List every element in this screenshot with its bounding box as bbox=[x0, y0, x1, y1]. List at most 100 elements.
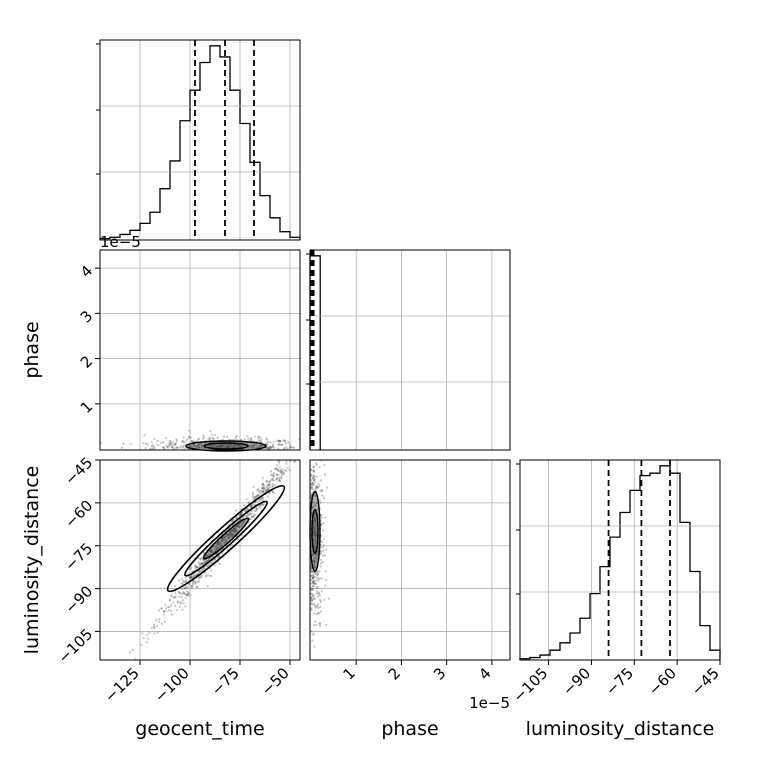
sample-point bbox=[258, 505, 261, 508]
sample-point bbox=[215, 445, 218, 448]
sample-point bbox=[231, 532, 234, 535]
sample-point bbox=[249, 438, 252, 441]
sample-point bbox=[312, 560, 315, 563]
sample-point bbox=[162, 441, 165, 444]
sample-point bbox=[207, 558, 210, 561]
sample-point bbox=[312, 474, 315, 477]
sample-point bbox=[237, 525, 240, 528]
sample-point bbox=[185, 576, 188, 579]
sample-point bbox=[279, 471, 282, 474]
sample-point bbox=[289, 445, 292, 448]
sample-point bbox=[240, 438, 243, 441]
sample-point bbox=[327, 597, 331, 600]
sample-point bbox=[147, 637, 150, 640]
sample-point bbox=[212, 545, 215, 548]
sample-point bbox=[160, 606, 163, 610]
sample-point bbox=[156, 439, 159, 443]
sample-point bbox=[313, 565, 316, 568]
sample-point bbox=[277, 447, 280, 450]
sample-point bbox=[210, 574, 213, 578]
sample-point bbox=[174, 442, 178, 445]
sample-point bbox=[312, 530, 315, 534]
sample-point bbox=[235, 443, 238, 446]
sample-point bbox=[253, 513, 256, 516]
sample-point bbox=[160, 607, 163, 610]
sample-point bbox=[280, 443, 283, 446]
sample-point bbox=[278, 440, 282, 443]
panel-frame bbox=[309, 249, 511, 451]
sample-point bbox=[313, 479, 316, 482]
sample-point bbox=[278, 479, 281, 482]
sample-point bbox=[172, 601, 175, 604]
sample-point bbox=[187, 593, 190, 596]
sample-point bbox=[284, 442, 288, 445]
sample-point bbox=[283, 469, 286, 472]
sample-point bbox=[312, 500, 315, 504]
sample-point bbox=[182, 591, 185, 594]
sample-point bbox=[231, 534, 234, 537]
x-tick-label: −60 bbox=[645, 664, 680, 699]
sample-point bbox=[222, 536, 226, 539]
sample-point bbox=[196, 565, 199, 569]
sample-point bbox=[216, 542, 219, 545]
sample-point bbox=[312, 531, 316, 534]
sample-point bbox=[196, 438, 200, 441]
sample-point bbox=[195, 566, 199, 569]
sample-point bbox=[319, 605, 322, 608]
sample-point bbox=[220, 538, 224, 541]
sample-point bbox=[156, 444, 159, 447]
sample-point bbox=[235, 515, 238, 518]
sample-point bbox=[234, 437, 237, 440]
sample-point bbox=[312, 562, 315, 566]
sample-point bbox=[243, 437, 246, 441]
sample-point bbox=[207, 437, 210, 440]
sample-point bbox=[269, 446, 273, 449]
sample-point bbox=[268, 447, 271, 450]
sample-point bbox=[271, 473, 274, 476]
sample-point bbox=[312, 542, 315, 545]
sample-point bbox=[320, 558, 323, 561]
sample-point bbox=[150, 441, 153, 444]
sample-point bbox=[256, 500, 260, 503]
sample-point bbox=[280, 474, 284, 477]
sample-point bbox=[221, 543, 224, 547]
sample-point bbox=[153, 447, 156, 450]
sample-point bbox=[278, 477, 281, 480]
sample-point bbox=[277, 443, 280, 447]
sample-point bbox=[204, 555, 207, 558]
sample-point bbox=[184, 592, 187, 595]
sample-point bbox=[314, 529, 317, 532]
sample-point bbox=[311, 592, 314, 596]
sample-point bbox=[176, 446, 179, 449]
sample-point bbox=[227, 533, 230, 536]
sample-point bbox=[311, 577, 314, 580]
sample-point bbox=[165, 444, 168, 448]
sample-point bbox=[202, 559, 206, 562]
sample-point bbox=[255, 507, 259, 510]
sample-point bbox=[313, 645, 316, 648]
sample-point bbox=[174, 443, 177, 446]
sample-point bbox=[259, 504, 262, 507]
sample-point bbox=[262, 486, 265, 489]
sample-point bbox=[312, 470, 315, 473]
sample-point bbox=[196, 444, 199, 447]
sample-point bbox=[164, 609, 167, 613]
sample-point bbox=[179, 601, 182, 604]
sample-point bbox=[316, 603, 320, 606]
sample-point bbox=[252, 515, 255, 518]
sample-point bbox=[312, 522, 315, 526]
sample-point bbox=[313, 545, 317, 548]
sample-point bbox=[178, 591, 181, 594]
sample-point bbox=[310, 588, 313, 591]
sample-point bbox=[194, 581, 198, 584]
sample-point bbox=[199, 563, 202, 566]
sample-point bbox=[312, 573, 315, 576]
panel-phase-vs-phase bbox=[306, 249, 511, 451]
sample-point bbox=[208, 562, 211, 565]
sample-point bbox=[271, 485, 275, 488]
sample-point bbox=[176, 600, 179, 603]
sample-point bbox=[260, 490, 264, 493]
sample-point bbox=[257, 436, 260, 439]
sample-point bbox=[176, 601, 179, 604]
sample-point bbox=[262, 491, 266, 494]
